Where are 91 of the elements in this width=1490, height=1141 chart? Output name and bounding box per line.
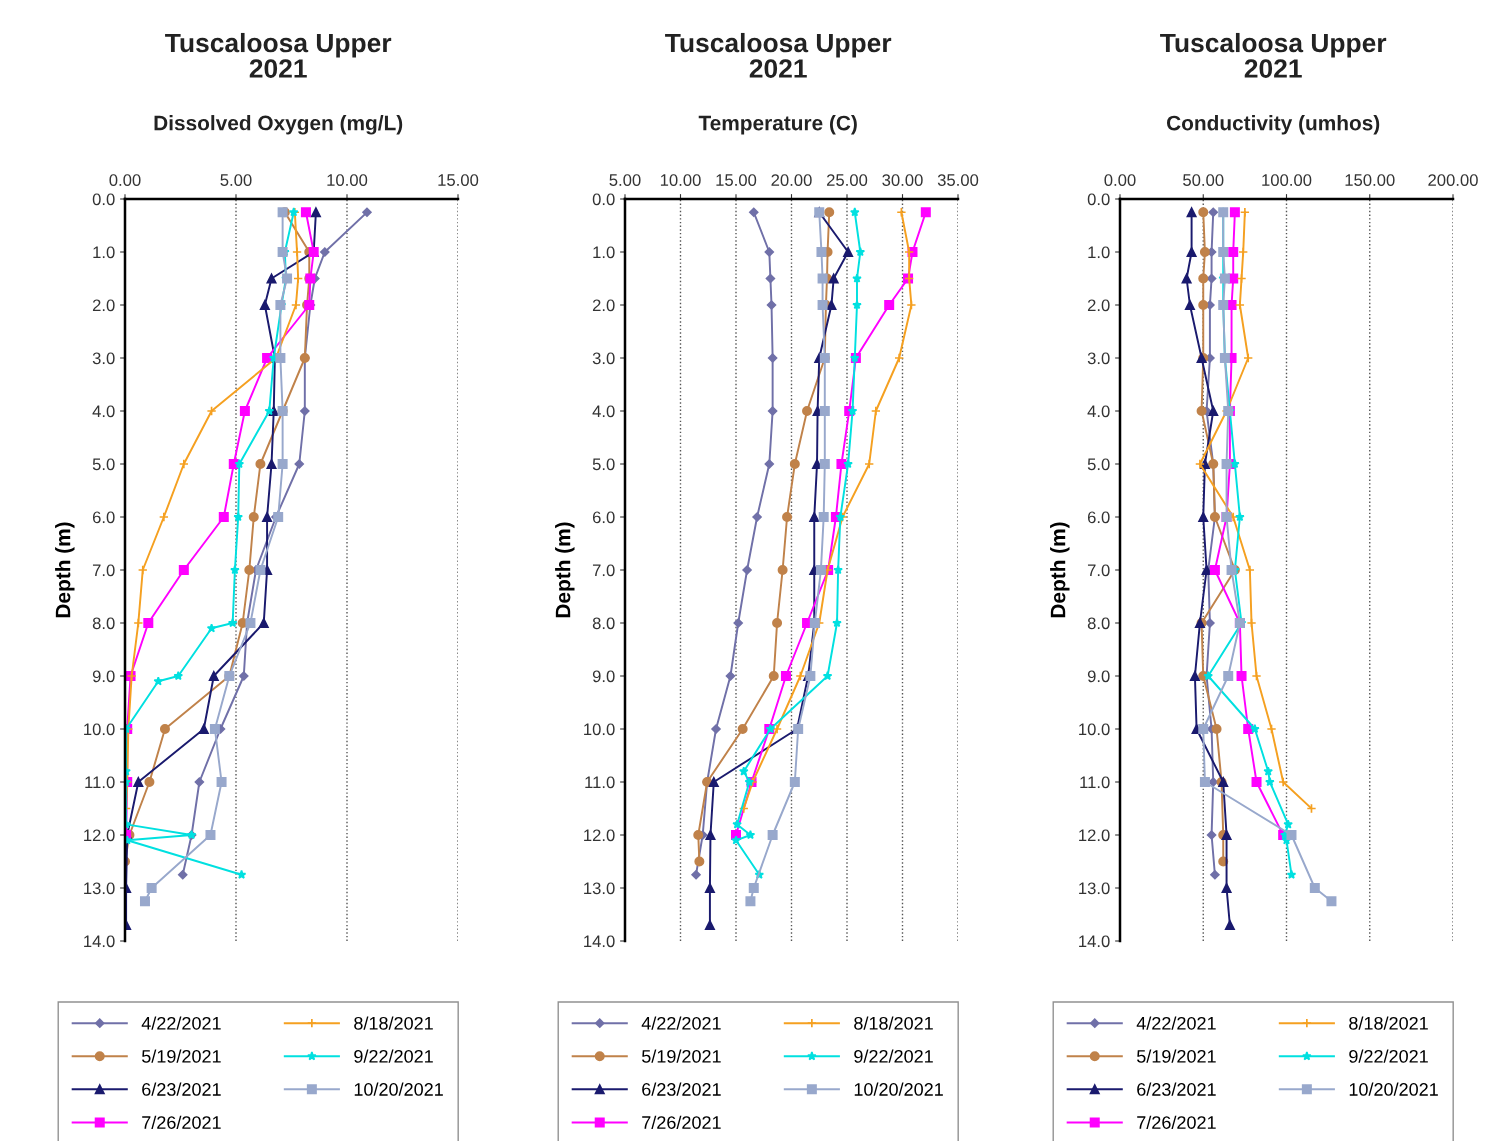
y-tick-label: 13.0 [584, 882, 615, 895]
x-tick-label: 5.00 [609, 174, 641, 186]
y-tick-label: 2.0 [1087, 299, 1110, 312]
legend-label: 7/26/2021 [1137, 1115, 1216, 1129]
chart-title: Tuscaloosa Upper 2021 [1160, 32, 1387, 78]
y-tick-label: 3.0 [592, 352, 615, 365]
y-tick-label: 11.0 [1080, 776, 1110, 789]
y-tick-label: 7.0 [92, 564, 115, 577]
y-tick-label: 9.0 [592, 670, 615, 683]
y-tick-label: 8.0 [1087, 617, 1110, 630]
chart-subtitle: Conductivity (umhos) [1166, 115, 1380, 135]
y-tick-label: 1.0 [1088, 246, 1110, 259]
legend-label: 10/20/2021 [354, 1082, 443, 1096]
y-tick-label: 1.0 [93, 246, 115, 259]
x-tick-label: 50.00 [1183, 174, 1224, 186]
legend-label: 6/23/2021 [642, 1082, 721, 1096]
y-tick-label: 0.0 [92, 193, 115, 206]
chart-subtitle: Dissolved Oxygen (mg/L) [154, 115, 403, 135]
chart-title: Tuscaloosa Upper 2021 [165, 32, 392, 78]
y-tick-label: 4.0 [592, 405, 615, 418]
y-tick-label: 10.0 [584, 723, 615, 736]
y-tick-label: 2.0 [92, 299, 115, 312]
x-tick-label: 25.00 [826, 174, 868, 186]
legend-label: 7/26/2021 [142, 1115, 221, 1129]
x-tick-label: 15.00 [716, 174, 757, 186]
y-tick-label: 4.0 [1087, 405, 1110, 418]
x-tick-label: 0.00 [109, 174, 141, 186]
y-tick-label: 8.0 [92, 617, 115, 630]
y-tick-label: 1.0 [593, 246, 615, 259]
x-tick-label: 30.00 [882, 174, 923, 186]
legend-label: 4/22/2021 [641, 1016, 721, 1030]
x-tick-label: 0.00 [1104, 174, 1136, 186]
x-tick-label: 150.00 [1345, 174, 1395, 186]
x-tick-label: 5.00 [220, 174, 252, 186]
legend-label: 6/23/2021 [1137, 1082, 1216, 1096]
y-tick-label: 6.0 [1087, 511, 1110, 524]
chart-subtitle: Temperature (C) [698, 115, 857, 135]
x-tick-label: 35.00 [937, 174, 979, 186]
x-tick-label: 100.00 [1262, 174, 1312, 186]
y-tick-label: 3.0 [1087, 352, 1110, 365]
y-tick-label: 13.0 [1079, 882, 1110, 895]
y-tick-label: 6.0 [592, 511, 615, 524]
y-tick-label: 5.0 [92, 458, 115, 471]
y-tick-label: 6.0 [92, 511, 115, 524]
x-tick-label: 200.00 [1428, 174, 1478, 186]
y-tick-label: 8.0 [592, 617, 615, 630]
y-tick-label: 0.0 [1087, 193, 1110, 206]
legend-label: 5/19/2021 [641, 1049, 721, 1063]
legend-label: 10/20/2021 [854, 1082, 943, 1096]
y-tick-label: 13.0 [84, 882, 115, 895]
legend-label: 5/19/2021 [1136, 1049, 1216, 1063]
y-tick-label: 3.0 [92, 352, 115, 365]
y-tick-label: 14.0 [1079, 935, 1110, 948]
y-tick-label: 14.0 [584, 935, 615, 948]
y-tick-label: 7.0 [1087, 564, 1110, 577]
x-tick-label: 10.00 [327, 174, 368, 186]
y-tick-label: 10.0 [84, 723, 115, 736]
y-tick-label: 12.0 [584, 829, 615, 842]
y-tick-label: 2.0 [592, 299, 615, 312]
chart-title: Tuscaloosa Upper 2021 [665, 32, 892, 78]
y-tick-label: 4.0 [92, 405, 115, 418]
legend-label: 10/20/2021 [1349, 1082, 1438, 1096]
x-tick-label: 10.00 [660, 174, 701, 186]
legend-label: 8/18/2021 [854, 1016, 933, 1030]
y-tick-label: 12.0 [84, 829, 115, 842]
legend-label: 9/22/2021 [354, 1049, 433, 1063]
legend-label: 9/22/2021 [1349, 1049, 1428, 1063]
x-tick-label: 20.00 [771, 174, 812, 186]
y-tick-label: 14.0 [84, 935, 115, 948]
x-tick-label: 15.00 [438, 174, 479, 186]
y-tick-label: 9.0 [1087, 670, 1110, 683]
legend-label: 4/22/2021 [141, 1016, 221, 1030]
legend-label: 4/22/2021 [1136, 1016, 1216, 1030]
legend-label: 8/18/2021 [1349, 1016, 1428, 1030]
y-tick-label: 7.0 [592, 564, 615, 577]
y-tick-label: 11.0 [585, 776, 615, 789]
y-axis-title: Depth (m) [55, 522, 75, 618]
y-tick-label: 0.0 [592, 193, 615, 206]
y-axis-title: Depth (m) [1050, 522, 1070, 618]
y-tick-label: 10.0 [1079, 723, 1110, 736]
y-tick-label: 5.0 [592, 458, 615, 471]
legend-label: 9/22/2021 [854, 1049, 933, 1063]
y-axis-title: Depth (m) [555, 522, 575, 618]
y-tick-label: 11.0 [85, 776, 115, 789]
legend-label: 6/23/2021 [142, 1082, 221, 1096]
legend-label: 7/26/2021 [642, 1115, 721, 1129]
y-tick-label: 12.0 [1079, 829, 1110, 842]
y-tick-label: 5.0 [1087, 458, 1110, 471]
legend-label: 8/18/2021 [354, 1016, 433, 1030]
y-tick-label: 9.0 [92, 670, 115, 683]
legend-label: 5/19/2021 [141, 1049, 221, 1063]
